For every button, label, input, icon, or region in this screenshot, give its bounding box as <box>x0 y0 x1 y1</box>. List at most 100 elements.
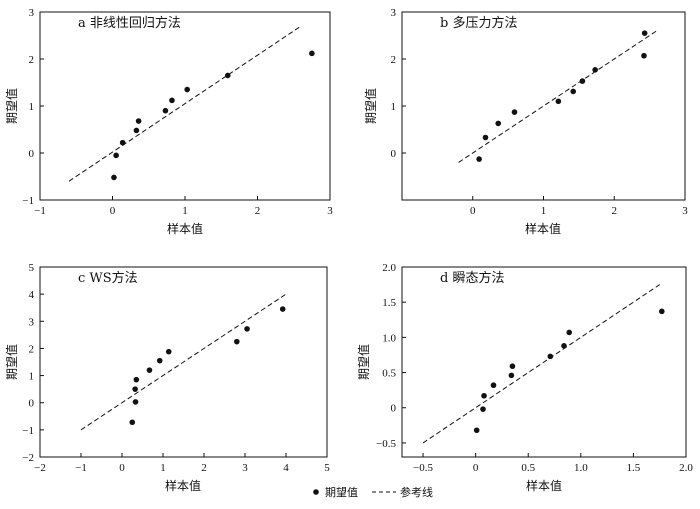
y-tick-label: 3 <box>29 7 35 19</box>
data-point <box>113 152 119 159</box>
y-tick-label: 1 <box>391 101 397 113</box>
data-point <box>156 357 163 364</box>
y-tick-label: 0 <box>29 398 35 410</box>
y-axis-label: 期望值 <box>356 344 371 380</box>
x-tick-label: 3 <box>682 205 688 217</box>
x-tick-label: 0 <box>470 205 476 217</box>
legend-label-line: 参考线 <box>400 485 433 499</box>
data-point <box>473 427 480 434</box>
plot-frame <box>39 266 328 458</box>
panel-title: a 非线性回归方法 <box>78 15 181 31</box>
y-tick-label: 2 <box>29 54 35 66</box>
data-point <box>184 86 190 93</box>
x-tick-label: −1 <box>34 205 46 217</box>
data-point <box>495 120 502 127</box>
data-point <box>509 363 516 370</box>
data-point <box>165 348 172 355</box>
data-point <box>490 382 497 389</box>
y-tick-label: 1 <box>29 101 35 113</box>
y-tick-label: 0 <box>29 148 35 160</box>
y-tick-label: 4 <box>29 289 35 301</box>
data-point <box>592 67 598 73</box>
x-tick-label: 2 <box>612 205 618 217</box>
panel-title: b 多压力方法 <box>440 15 517 31</box>
data-point <box>476 156 482 162</box>
data-point <box>561 343 567 349</box>
data-point <box>555 98 562 105</box>
data-point <box>162 107 169 114</box>
y-tick-label: 1.5 <box>382 297 396 309</box>
data-point <box>566 329 573 336</box>
data-point <box>146 367 153 373</box>
data-point <box>224 72 231 79</box>
reference-line <box>458 30 657 163</box>
y-axis-label: 期望值 <box>4 344 19 380</box>
reference-line <box>80 293 287 431</box>
data-point <box>111 174 117 181</box>
data-point <box>132 386 138 392</box>
reference-line <box>422 284 660 444</box>
data-point <box>482 134 489 141</box>
y-axis-label: 期望值 <box>4 88 19 124</box>
reference-line <box>68 25 302 182</box>
y-tick-label: 0 <box>391 148 397 160</box>
x-tick-label: 1 <box>182 205 188 217</box>
x-tick-label: 1.5 <box>627 462 641 474</box>
x-axis-label: 样本值 <box>165 478 201 493</box>
data-point <box>659 308 665 315</box>
y-tick-label: −2 <box>22 452 34 464</box>
y-tick-label: 2.0 <box>382 262 396 274</box>
data-point <box>132 399 139 405</box>
data-point <box>547 353 554 360</box>
y-tick-label: 5 <box>29 262 35 274</box>
data-point <box>481 392 487 399</box>
data-point <box>480 406 486 412</box>
data-point <box>508 372 515 379</box>
x-tick-label: 1.0 <box>574 462 588 474</box>
data-point <box>641 30 648 36</box>
y-tick-label: 2 <box>29 343 35 355</box>
data-point <box>135 118 142 124</box>
x-tick-label: 1 <box>160 462 166 474</box>
data-point <box>129 419 136 426</box>
y-tick-label: −1 <box>22 195 34 207</box>
x-tick-label: 2 <box>201 462 207 474</box>
x-tick-label: 4 <box>283 462 289 474</box>
x-tick-label: 2 <box>255 205 261 217</box>
data-point <box>511 109 518 115</box>
x-tick-label: 0.5 <box>521 462 535 474</box>
x-tick-label: 0 <box>119 462 125 474</box>
y-tick-label: 3 <box>391 7 397 19</box>
panel-c: c WS方法 期望值 样本值 −2 −1 0 1 2 3 4 5 −2 −1 0 1 2 3 4 5 <box>4 262 330 493</box>
x-tick-label: −1 <box>75 462 87 474</box>
y-tick-label: 3 <box>29 316 35 328</box>
x-tick-label: 3 <box>242 462 248 474</box>
y-tick-label: −0.5 <box>376 438 396 450</box>
panel-d: d 瞬态方法 期望值 样本值 −0.5 0 0.5 1.0 1.5 2.0 −0.5 0 0.5… <box>356 262 693 493</box>
x-tick-label: 0 <box>473 462 479 474</box>
data-point <box>119 139 126 146</box>
legend-point-marker <box>313 489 319 495</box>
y-tick-label: 0.5 <box>382 368 396 380</box>
x-axis-label: 样本值 <box>526 478 562 493</box>
data-point <box>169 97 175 104</box>
y-tick-label: 0 <box>391 403 397 415</box>
y-tick-label: 2 <box>391 54 397 66</box>
x-axis-label: 样本值 <box>167 221 203 236</box>
y-tick-label: 1.0 <box>382 332 396 344</box>
data-point <box>579 78 586 84</box>
panel-a: a 非线性回归方法 期望值 样本值 −1 0 1 2 3 −1 0 1 2 3 <box>4 7 333 236</box>
y-tick-label: −1 <box>22 425 34 437</box>
y-axis-label: 期望值 <box>363 88 378 124</box>
plot-frame <box>401 266 687 458</box>
x-tick-label: 3 <box>327 205 333 217</box>
data-point <box>641 52 647 59</box>
panel-title: c WS方法 <box>78 270 138 286</box>
x-tick-label: 1 <box>541 205 547 217</box>
data-point <box>279 306 286 312</box>
legend-label-points: 期望值 <box>325 486 358 499</box>
data-point <box>133 127 140 134</box>
panel-title: d 瞬态方法 <box>440 270 504 286</box>
data-point <box>309 50 315 57</box>
